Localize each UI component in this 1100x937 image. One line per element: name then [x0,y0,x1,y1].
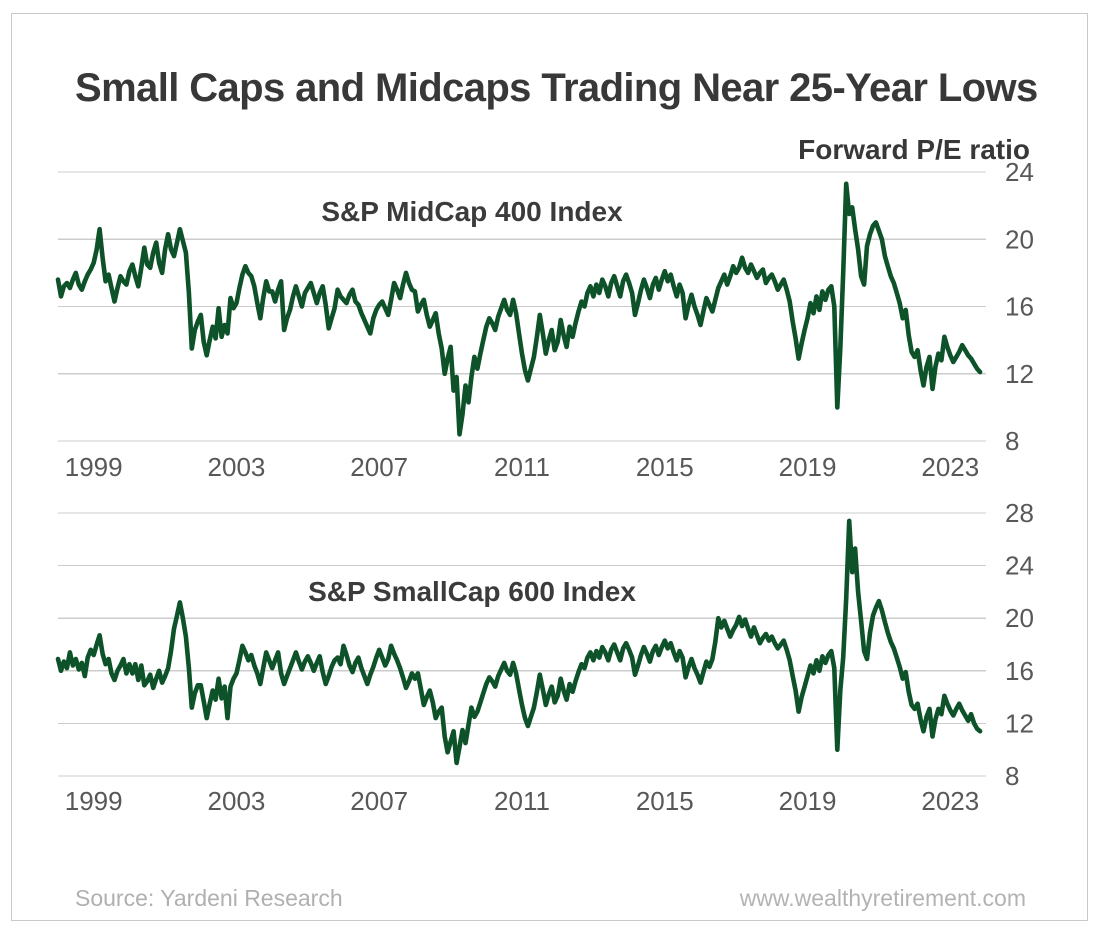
y-axis-tick-label: 28 [1005,498,1034,528]
series-title: S&P SmallCap 600 Index [308,576,636,607]
x-axis-tick-label: 2011 [494,452,550,482]
y-axis-tick-label: 24 [1005,157,1034,187]
x-axis-tick-label: 2003 [208,452,266,482]
y-axis-tick-label: 24 [1005,551,1034,581]
y-axis-tick-label: 16 [1005,292,1034,322]
x-axis-tick-label: 2011 [494,786,550,816]
x-axis-tick-label: 2023 [921,452,979,482]
chart-midcap-400: 24 20 16 12 8 1999 2003 2007 2011 2015 2019 2023 S&P… [55,157,1034,482]
x-axis-tick-label: 2003 [208,786,266,816]
pe-ratio-line [55,181,983,437]
y-axis-tick-label: 20 [1005,603,1034,633]
footer-source: Source: Yardeni Research [75,885,343,911]
x-axis-tick-label: 2007 [350,786,408,816]
page-title: Small Caps and Midcaps Trading Near 25-Y… [75,66,1038,110]
x-axis-tick-label: 2019 [779,452,837,482]
x-axis-tick-label: 2007 [350,452,408,482]
pe-ratio-line [55,518,983,766]
x-axis-tick-label: 2023 [921,786,979,816]
y-axis-tick-label: 16 [1005,656,1034,686]
x-axis-tick-label: 1999 [65,786,123,816]
x-axis-tick-label: 2019 [779,786,837,816]
y-axis-tick-label: 12 [1005,708,1034,738]
y-axis-tick-label: 8 [1005,761,1019,791]
chart-smallcap-600: 28 24 20 16 12 8 1999 2003 2007 2011 2015 2019 2023 S… [55,498,1034,816]
series-title: S&P MidCap 400 Index [321,196,623,227]
footer-website: www.wealthyretirement.com [739,885,1026,911]
x-axis-tick-label: 1999 [65,452,123,482]
y-axis-tick-label: 20 [1005,224,1034,254]
x-axis-tick-label: 2015 [636,786,694,816]
chart-card: Small Caps and Midcaps Trading Near 25-Y… [11,13,1088,921]
y-axis-tick-label: 12 [1005,359,1034,389]
x-axis-tick-label: 2015 [636,452,694,482]
forward-pe-ratio-label: Forward P/E ratio [798,134,1030,165]
y-axis-tick-label: 8 [1005,426,1019,456]
